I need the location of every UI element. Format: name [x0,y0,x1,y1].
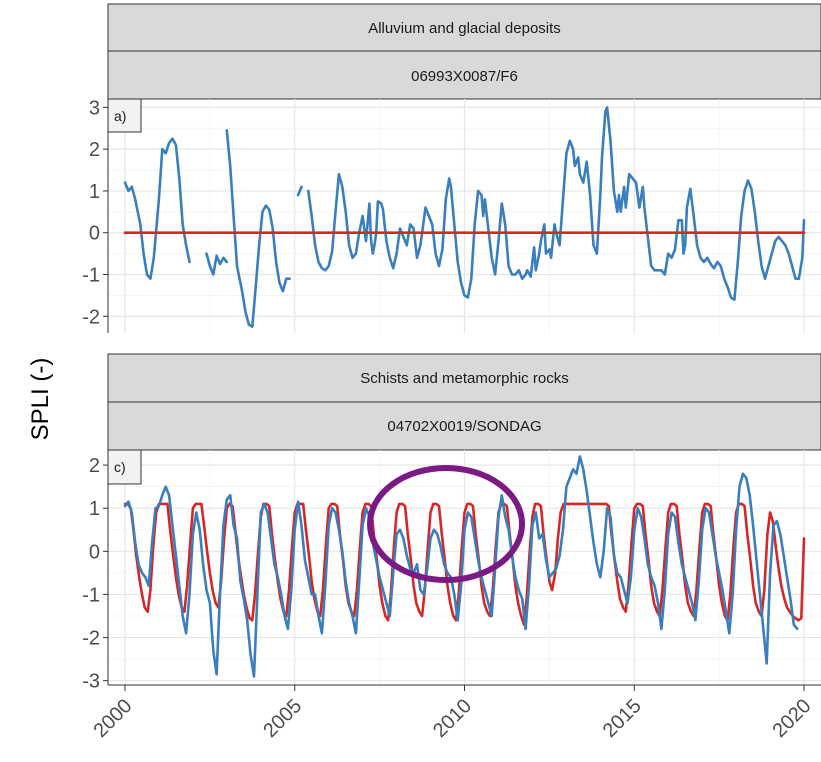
strip-top-c [107,353,821,403]
grid-a [108,99,821,333]
strip-top-a [107,3,821,52]
observed-series-line [306,106,806,301]
panel-a: Alluvium and glacial deposits 06993X0087… [82,3,821,333]
y-tick-label: -1 [82,584,100,606]
panel-tag-c: c) [114,459,126,475]
x-tick-label: 2005 [259,695,306,742]
grid-c [108,450,821,685]
observed-series-line [123,137,191,281]
panel-c: Schists and metamorphic rocks 04702X0019… [82,353,821,693]
y-tick-label: -1 [82,265,100,287]
x-tick-label: 2020 [769,695,816,742]
x-tick-label: 2000 [89,695,136,742]
y-tick-label: -3 [82,671,100,693]
panel-tag-a-box [107,98,142,133]
y-ticks-c: -3 -2 -1 0 1 2 [82,450,109,693]
y-ticks-a: -2 -1 0 1 2 3 [82,97,109,333]
y-tick-label: -2 [82,306,100,328]
observed-series-line [225,129,291,329]
y-tick-label: 0 [89,223,100,245]
y-axis-title: SPLI (-) [27,358,54,441]
y-tick-label: 3 [89,97,100,119]
strip-top-c-label: Schists and metamorphic rocks [360,370,568,387]
y-tick-label: 2 [89,139,100,161]
x-tick-label: 2010 [429,695,476,742]
strip-bottom-a [107,50,821,100]
lines-c [123,455,806,678]
observed-series-line [296,185,303,197]
highlight-ellipse [367,465,525,583]
y-tick-label: 2 [89,455,100,477]
observed-series-line [123,455,799,678]
y-tick-label: -2 [82,628,100,650]
y-tick-label: 0 [89,541,100,563]
panel-tag-a: a) [114,108,126,124]
strip-bottom-c [107,401,821,451]
observed-series-line [205,252,229,276]
y-tick-label: 1 [89,498,100,520]
x-axis-ticks: 2000 2005 2010 2015 2020 [89,684,821,742]
lines-a [123,106,806,329]
strip-top-a-label: Alluvium and glacial deposits [368,20,561,37]
strip-bottom-c-label: 04702X0019/SONDAG [387,418,541,435]
strip-bottom-a-label: 06993X0087/F6 [411,68,518,85]
panel-tag-c-box [107,449,142,485]
x-tick-label: 2015 [599,695,646,742]
y-tick-label: 1 [89,181,100,203]
